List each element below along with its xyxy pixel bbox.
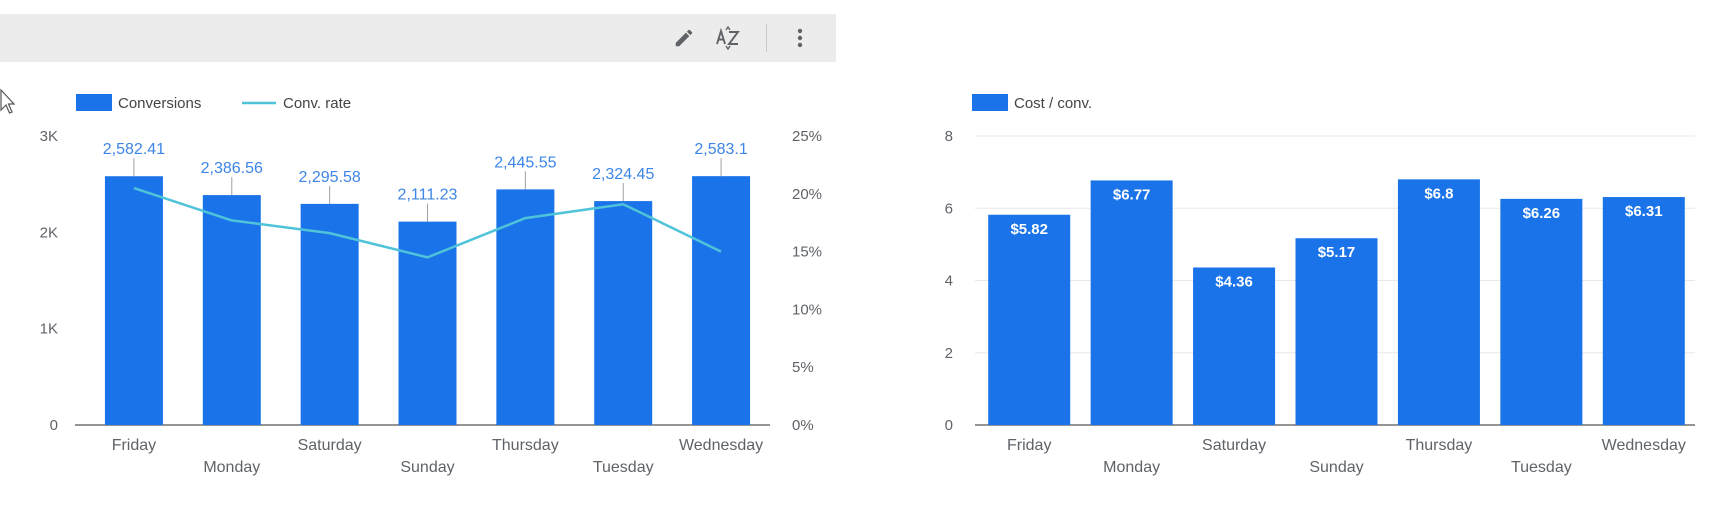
x-tick-label-saturday: Saturday	[298, 437, 362, 454]
y-left-tick-label: 0	[50, 417, 58, 434]
bar-cost-per-conv-saturday	[1193, 267, 1276, 425]
bar-conversions-monday	[202, 195, 261, 425]
bar-conversions-friday	[104, 176, 163, 425]
bar-cost-per-conv-tuesday	[1500, 198, 1583, 425]
pencil-icon[interactable]	[668, 24, 700, 52]
x-tick-label-wednesday: Wednesday	[679, 437, 763, 454]
data-label-cost-per-conv-thursday: $6.8	[1424, 185, 1453, 202]
data-label-cost-per-conv-sunday: $5.17	[1318, 244, 1356, 261]
data-label-conversions-saturday: 2,295.58	[299, 169, 361, 186]
data-label-conversions-thursday: 2,445.55	[494, 154, 556, 171]
y-right-tick-label: 0%	[792, 417, 814, 434]
y-right-tick-label: 15%	[792, 244, 822, 261]
data-label-conversions-friday: 2,582.41	[103, 141, 165, 158]
y-right-tick-label: 5%	[792, 359, 814, 376]
bar-cost-per-conv-sunday	[1295, 238, 1378, 425]
x-tick-label-sunday: Sunday	[400, 459, 454, 476]
legend-label-conversions: Conversions	[118, 95, 201, 112]
x-tick-label-friday: Friday	[112, 437, 156, 454]
legend-swatch-cost-per-conv	[972, 94, 1008, 111]
data-label-conversions-tuesday: 2,324.45	[592, 166, 654, 183]
toolbar-divider	[766, 24, 767, 52]
bar-conversions-saturday	[300, 203, 359, 425]
conversions-combo-chart: Conversions Conv. rate 0 1K 2K 3K 0% 5% 10% 15% 20…	[40, 94, 822, 476]
bar-cost-per-conv-monday	[1090, 180, 1173, 425]
data-label-cost-per-conv-friday: $5.82	[1010, 221, 1048, 238]
x-tick-label-friday: Friday	[1007, 437, 1051, 454]
x-tick-label-monday: Monday	[203, 459, 260, 476]
y-tick-label: 6	[945, 200, 953, 217]
y-right-tick-label: 10%	[792, 301, 822, 318]
more-vert-icon[interactable]	[784, 24, 816, 52]
bar-cost-per-conv-friday	[988, 214, 1071, 425]
x-tick-label-tuesday: Tuesday	[593, 459, 654, 476]
bar-conversions-thursday	[496, 189, 555, 425]
cost-per-conversion-chart: Cost / conv. 0 2 4 6 8 $5.82 Friday $6.77 Monday $…	[945, 94, 1695, 476]
data-label-conversions-wednesday: 2,583.1	[694, 141, 747, 158]
y-tick-label: 2	[945, 345, 953, 362]
y-right-tick-label: 20%	[792, 186, 822, 203]
y-left-tick-label: 2K	[40, 224, 58, 241]
y-right-tick-label: 25%	[792, 128, 822, 145]
y-tick-label: 4	[945, 273, 953, 290]
x-tick-label-saturday: Saturday	[1202, 437, 1266, 454]
x-tick-label-sunday: Sunday	[1309, 459, 1363, 476]
sort-az-icon[interactable]	[712, 24, 744, 52]
x-tick-label-thursday: Thursday	[1406, 437, 1473, 454]
data-label-cost-per-conv-saturday: $4.36	[1215, 273, 1253, 290]
data-label-conversions-monday: 2,386.56	[201, 160, 263, 177]
y-left-tick-label: 3K	[40, 128, 58, 145]
bar-conversions-tuesday	[594, 201, 653, 425]
y-left-tick-label: 1K	[40, 321, 58, 338]
x-tick-label-monday: Monday	[1103, 459, 1160, 476]
x-tick-label-wednesday: Wednesday	[1602, 437, 1686, 454]
bar-cost-per-conv-wednesday	[1602, 197, 1685, 425]
data-label-cost-per-conv-monday: $6.77	[1113, 186, 1151, 203]
mouse-cursor-icon	[0, 88, 16, 114]
legend-swatch-conversions	[76, 94, 112, 111]
data-label-conversions-sunday: 2,111.23	[398, 187, 458, 204]
series-line-conv-rate	[133, 186, 722, 259]
y-tick-label: 8	[945, 128, 953, 145]
data-label-cost-per-conv-tuesday: $6.26	[1523, 205, 1561, 222]
chart-toolbar	[0, 14, 836, 62]
y-tick-label: 0	[945, 417, 953, 434]
bar-cost-per-conv-thursday	[1397, 179, 1480, 425]
legend-label-cost-per-conv: Cost / conv.	[1014, 95, 1092, 112]
bar-conversions-wednesday	[692, 176, 751, 425]
x-tick-label-thursday: Thursday	[492, 437, 559, 454]
x-tick-label-tuesday: Tuesday	[1511, 459, 1572, 476]
bar-conversions-sunday	[398, 221, 457, 425]
legend-label-conv-rate: Conv. rate	[283, 95, 351, 112]
data-label-cost-per-conv-wednesday: $6.31	[1625, 203, 1663, 220]
